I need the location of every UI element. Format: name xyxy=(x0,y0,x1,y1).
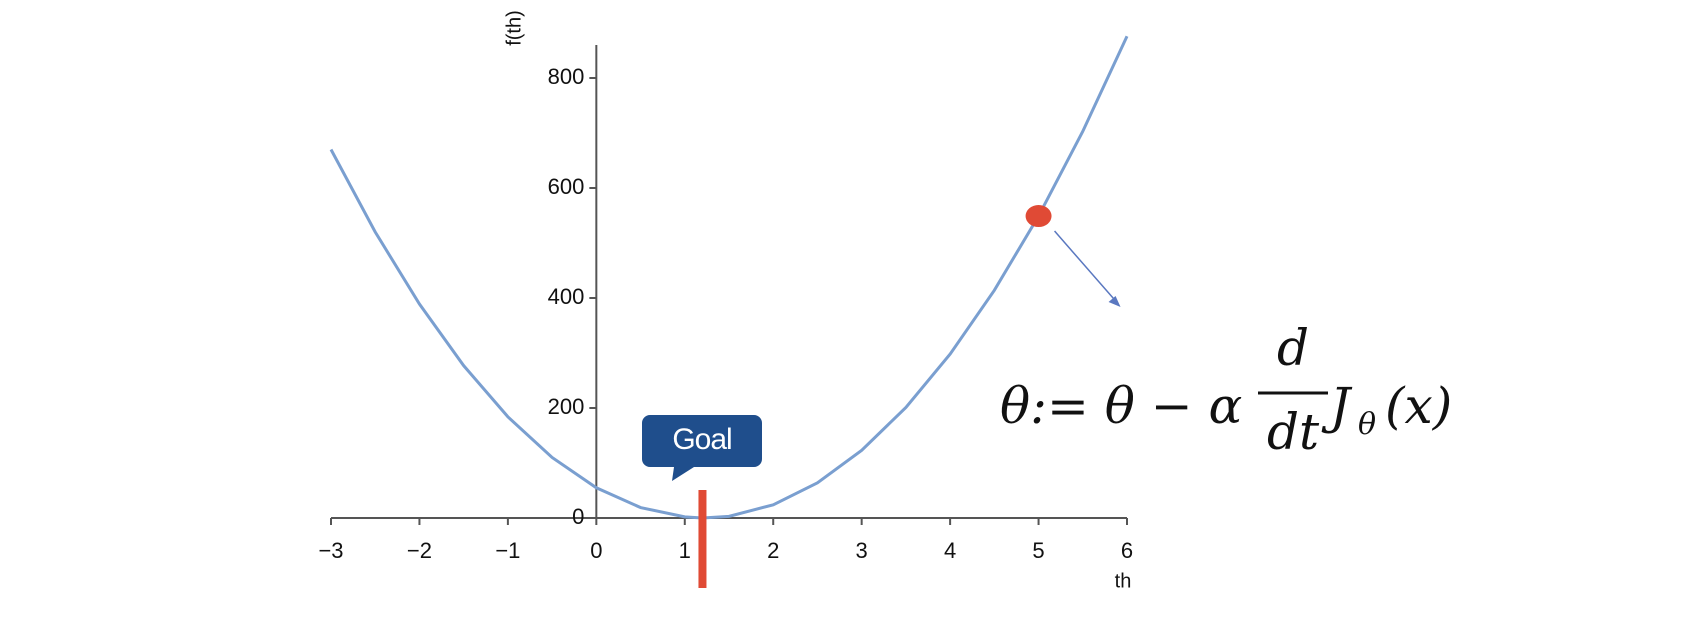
arrow-head xyxy=(1108,296,1121,308)
x-tick-label: 4 xyxy=(944,538,956,563)
x-tick-label: −2 xyxy=(407,538,432,563)
current-point xyxy=(1025,205,1052,228)
curve xyxy=(329,35,1129,520)
goal-label: Goal xyxy=(672,423,731,456)
y-axis-title: f(th) xyxy=(503,10,525,46)
formula-argument: (x) xyxy=(1385,377,1452,435)
x-tick-label: 3 xyxy=(856,538,868,563)
y-tick-label: 600 xyxy=(548,174,585,199)
x-tick-label: 1 xyxy=(679,538,691,563)
y-tick-label: 800 xyxy=(548,64,585,89)
x-tick-label: −1 xyxy=(495,538,520,563)
x-axis-title: th xyxy=(1115,570,1132,592)
goal-callout xyxy=(642,415,762,481)
y-tick-label: 400 xyxy=(548,284,585,309)
x-tick-label: 5 xyxy=(1032,538,1044,563)
x-tick-label: −3 xyxy=(318,538,343,563)
formula-lhs: θ:= θ − α xyxy=(1000,377,1242,435)
formula-numerator: d xyxy=(1277,319,1309,377)
formula-function: J xyxy=(1321,377,1353,435)
x-tick-label: 0 xyxy=(590,538,602,563)
formula-denominator: dt xyxy=(1267,403,1320,461)
y-tick-label: 200 xyxy=(548,394,585,419)
formula-subscript: θ xyxy=(1358,407,1376,442)
y-tick-label: 0 xyxy=(572,504,584,529)
gradient-arrow xyxy=(1053,230,1118,303)
x-tick-label: 2 xyxy=(767,538,779,563)
x-tick-label: 6 xyxy=(1121,538,1133,563)
